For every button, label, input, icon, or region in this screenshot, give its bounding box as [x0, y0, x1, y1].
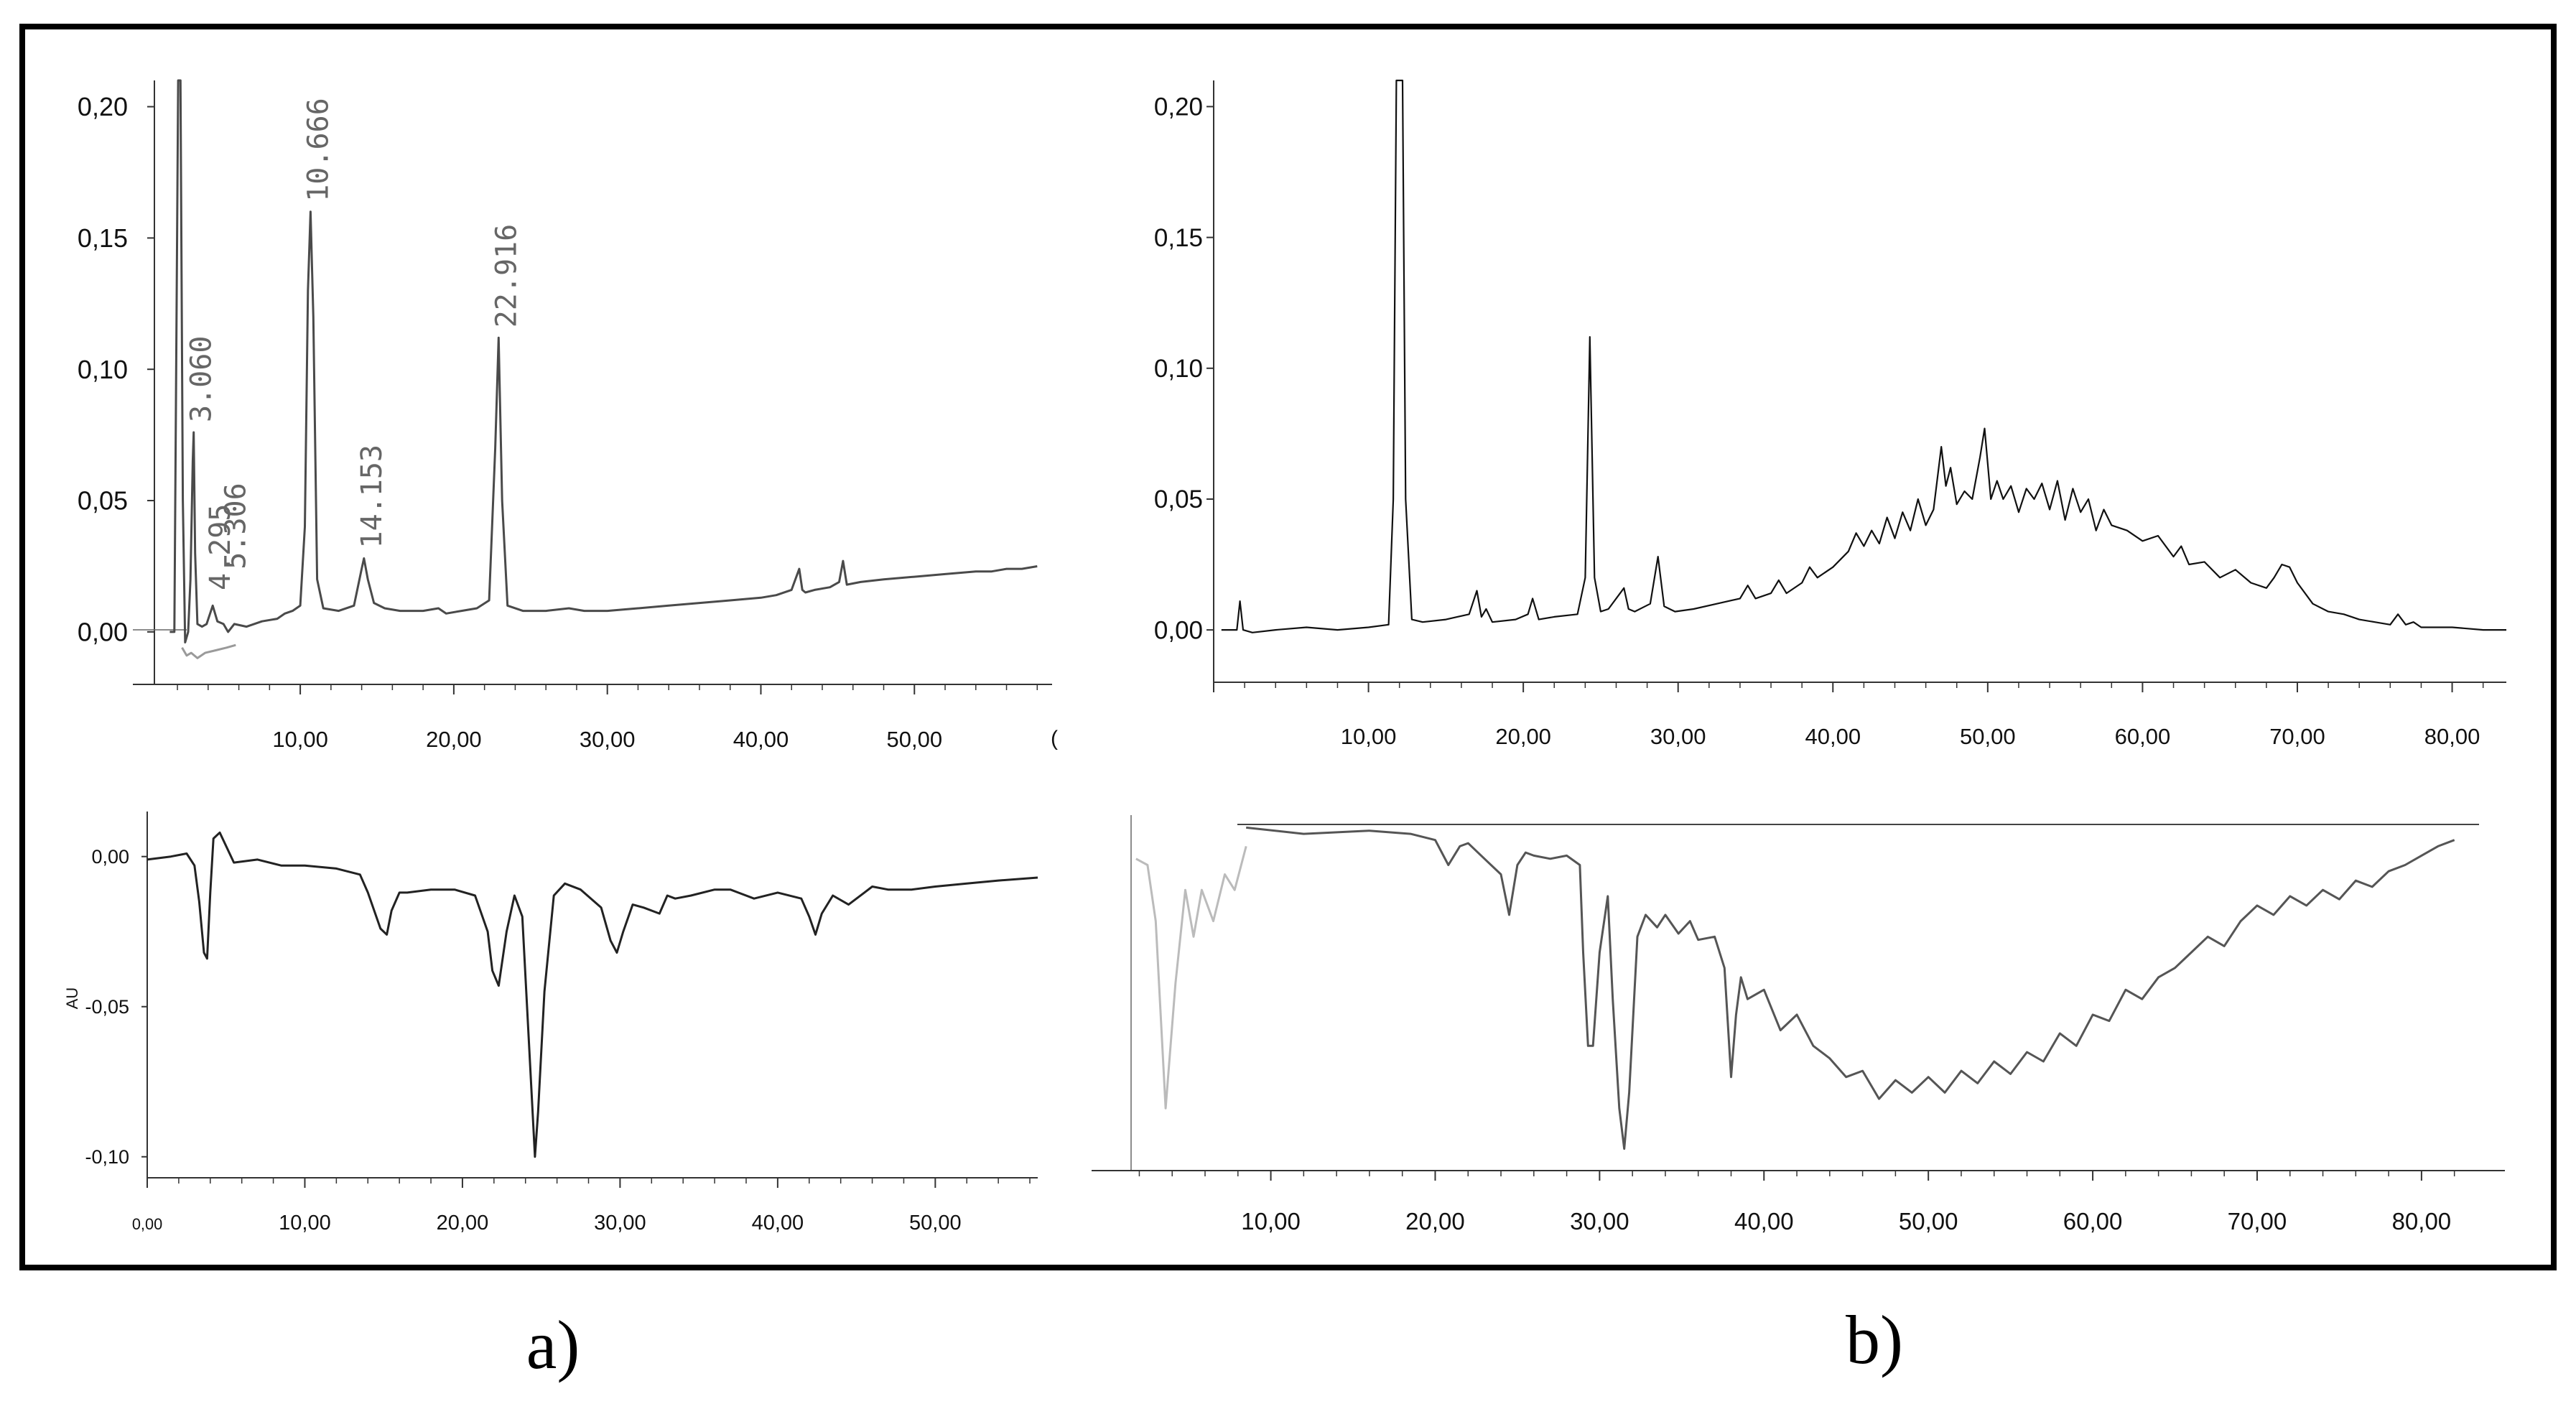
x-tick-label: 20,00 [437, 1212, 489, 1235]
figure-frame [19, 24, 2557, 1270]
x-tick-label: 60,00 [2115, 724, 2171, 749]
y-tick-label: 0,00 [1154, 616, 1203, 644]
x-tick-label: 80,00 [2392, 1208, 2452, 1235]
chart-b-top: 0,00 0,05 0,10 0,15 0,20 10,00 20,00 30,00 40,0… [1154, 79, 2506, 749]
x-tick-label: 20,00 [1405, 1208, 1465, 1235]
x-ticks: 10,00 20,00 30,00 40,00 50,00 60,00 70,00 80,00 [1213, 682, 2484, 749]
chart-b-bottom: 10,00 20,00 30,00 40,00 50,00 60,00 70,00 80,00 [1092, 815, 2505, 1235]
x-tick-label: 80,00 [2424, 724, 2480, 749]
peak-label: 5.306 [220, 483, 253, 569]
series-line-1 [1246, 826, 2455, 1150]
x-tick-label: 50,00 [1960, 724, 2016, 749]
x-tick-label: 10,00 [272, 727, 328, 752]
x-tick-label: 20,00 [1495, 724, 1551, 749]
y-tick-label: 0,10 [78, 355, 128, 384]
x-ticks: 10,00 20,00 30,00 40,00 50,00 [177, 684, 1038, 752]
series-group [1221, 79, 2506, 633]
x-tick-label: 40,00 [733, 727, 789, 752]
y-tick-label: 0,00 [78, 617, 128, 646]
peak-label: 3.060 [185, 336, 218, 422]
series-line-1 [147, 831, 1038, 1158]
peak-label: 4.295 [204, 504, 237, 590]
y-tick-label: 0,20 [1154, 93, 1203, 121]
y-ticks: 0,00 -0,05 -0,10 [85, 846, 147, 1168]
x-tick-label: 10,00 [1341, 724, 1397, 749]
y-tick-label: 0,00 [91, 846, 129, 868]
x-ticks: 0,00 10,00 20,00 30,00 40,00 50,00 [132, 1178, 1031, 1235]
panel-label-a: a) [526, 1306, 580, 1383]
x-tick-label: 50,00 [886, 727, 942, 752]
x-tick-label: 40,00 [1734, 1208, 1794, 1235]
y-tick-label: 0,05 [1154, 485, 1203, 513]
y-tick-label: 0,15 [78, 223, 128, 253]
y-ticks: 0,00 0,05 0,10 0,15 0,20 [1154, 93, 1214, 644]
y-tick-label: 0,15 [1154, 224, 1203, 252]
peak-label: 14.153 [355, 445, 389, 549]
series-group [147, 831, 1038, 1158]
x-axis-edge-label: ( [1051, 727, 1058, 750]
x-tick-label: 30,00 [1650, 724, 1706, 749]
x-tick-label: 40,00 [752, 1212, 804, 1235]
y-tick-label: 0,20 [78, 92, 128, 121]
series-line-2 [181, 643, 236, 659]
x-tick-label: 70,00 [2269, 724, 2325, 749]
x-tick-label: 30,00 [580, 727, 636, 752]
x-tick-label: 50,00 [909, 1212, 962, 1235]
x-tick-label: 10,00 [1241, 1208, 1301, 1235]
x-tick-label: 40,00 [1805, 724, 1861, 749]
x-tick-label: 60,00 [2063, 1208, 2123, 1235]
y-tick-label: 0,10 [1154, 355, 1203, 383]
x-tick-label: 50,00 [1899, 1208, 1958, 1235]
x-ticks: 10,00 20,00 30,00 40,00 50,00 60,00 70,00 80,00 [1138, 1171, 2455, 1235]
peak-label: 22.916 [490, 224, 523, 328]
series-line-1 [169, 79, 1038, 643]
y-ticks: 0,00 0,05 0,10 0,15 0,20 [78, 92, 154, 646]
y-tick-label: 0,05 [78, 486, 128, 516]
chart-a-bottom: 0,00 -0,05 -0,10 0,00 10,00 20,00 30,00 40,00 5… [63, 812, 1038, 1235]
series-line-2 [1135, 846, 1247, 1110]
series-line-1 [1221, 79, 2506, 633]
y-tick-label: -0,05 [85, 996, 129, 1018]
x-tick-label: 20,00 [426, 727, 482, 752]
panel-label-b: b) [1846, 1301, 1903, 1378]
x-tick-label: 70,00 [2228, 1208, 2287, 1235]
x-tick-label: 10,00 [279, 1212, 331, 1235]
series-group [169, 79, 1038, 659]
y-axis-label: AU [63, 987, 81, 1010]
x-tick-label: 30,00 [1570, 1208, 1629, 1235]
x-tick-label: 0,00 [132, 1215, 162, 1233]
series-group [1135, 826, 2455, 1150]
chart-a-top: 0,00 0,05 0,10 0,15 0,20 10,00 20,00 30,00 40,0… [78, 79, 1058, 752]
x-tick-label: 30,00 [594, 1212, 646, 1235]
y-tick-label: -0,10 [85, 1146, 129, 1168]
peak-label: 10.666 [302, 98, 335, 202]
